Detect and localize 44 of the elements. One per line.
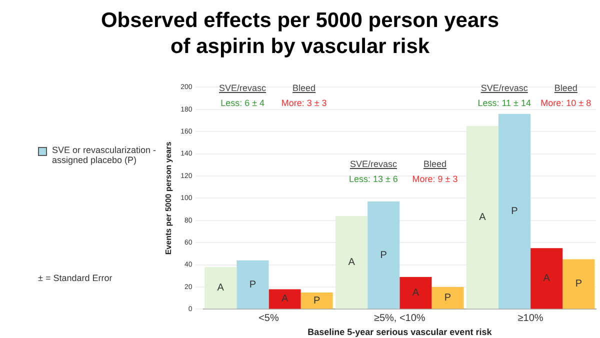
annotation: Bleed: [423, 158, 446, 169]
data-label: A: [479, 212, 486, 224]
x-tick-label: ≥5%, <10%: [374, 312, 426, 324]
annotation: Less: 11 ± 14: [478, 98, 532, 108]
data-label: A: [348, 257, 356, 268]
x-tick-label: <5%: [258, 312, 279, 324]
x-axis-title: Baseline 5-year serious vascular event risk: [308, 327, 493, 338]
bar: [466, 126, 498, 309]
annotation: SVE/revasc: [219, 83, 266, 94]
text: ± = Standard Error: [38, 273, 112, 283]
legend-label: SVE or revascularization - assigned placebo (P): [52, 145, 156, 165]
bar: [236, 260, 269, 309]
data-label: P: [511, 206, 518, 218]
data-label: A: [281, 294, 288, 305]
annotation: More: 3 ± 3: [281, 98, 327, 108]
annotation: Bleed: [554, 83, 578, 94]
bar: [498, 114, 531, 309]
annotation: Less: 6 ± 4: [220, 98, 265, 108]
x-tick-label: ≥10%: [518, 312, 544, 324]
bar: [368, 202, 400, 309]
bar: [400, 277, 432, 309]
data-label: A: [217, 282, 224, 294]
annotation: SVE/revasc: [480, 83, 528, 94]
annotation: Less: 13 ± 6: [348, 174, 398, 184]
data-label: P: [444, 292, 452, 304]
data-label: P: [575, 278, 582, 290]
data-label: P: [314, 295, 321, 306]
bar: [530, 248, 563, 309]
bar: [562, 259, 595, 309]
annotation: SVE/revasc: [350, 158, 397, 169]
bar: [300, 292, 333, 309]
y-axis-title: Events per 5000 person years: [164, 141, 174, 255]
data-label: A: [543, 273, 550, 284]
bar: [204, 267, 237, 309]
annotation: Bleed: [292, 83, 316, 94]
annotation: More: 10 ± 8: [540, 98, 592, 108]
bar: [335, 216, 368, 309]
bar: [432, 287, 464, 309]
data-label: P: [249, 279, 256, 290]
data-label: A: [412, 288, 420, 299]
data-label: P: [380, 250, 388, 261]
annotation: More: 9 ± 3: [412, 174, 458, 184]
bar: [268, 289, 301, 309]
chart-title: Observed effects per 5000 person years of aspirin by vascular risk: [100, 8, 500, 60]
